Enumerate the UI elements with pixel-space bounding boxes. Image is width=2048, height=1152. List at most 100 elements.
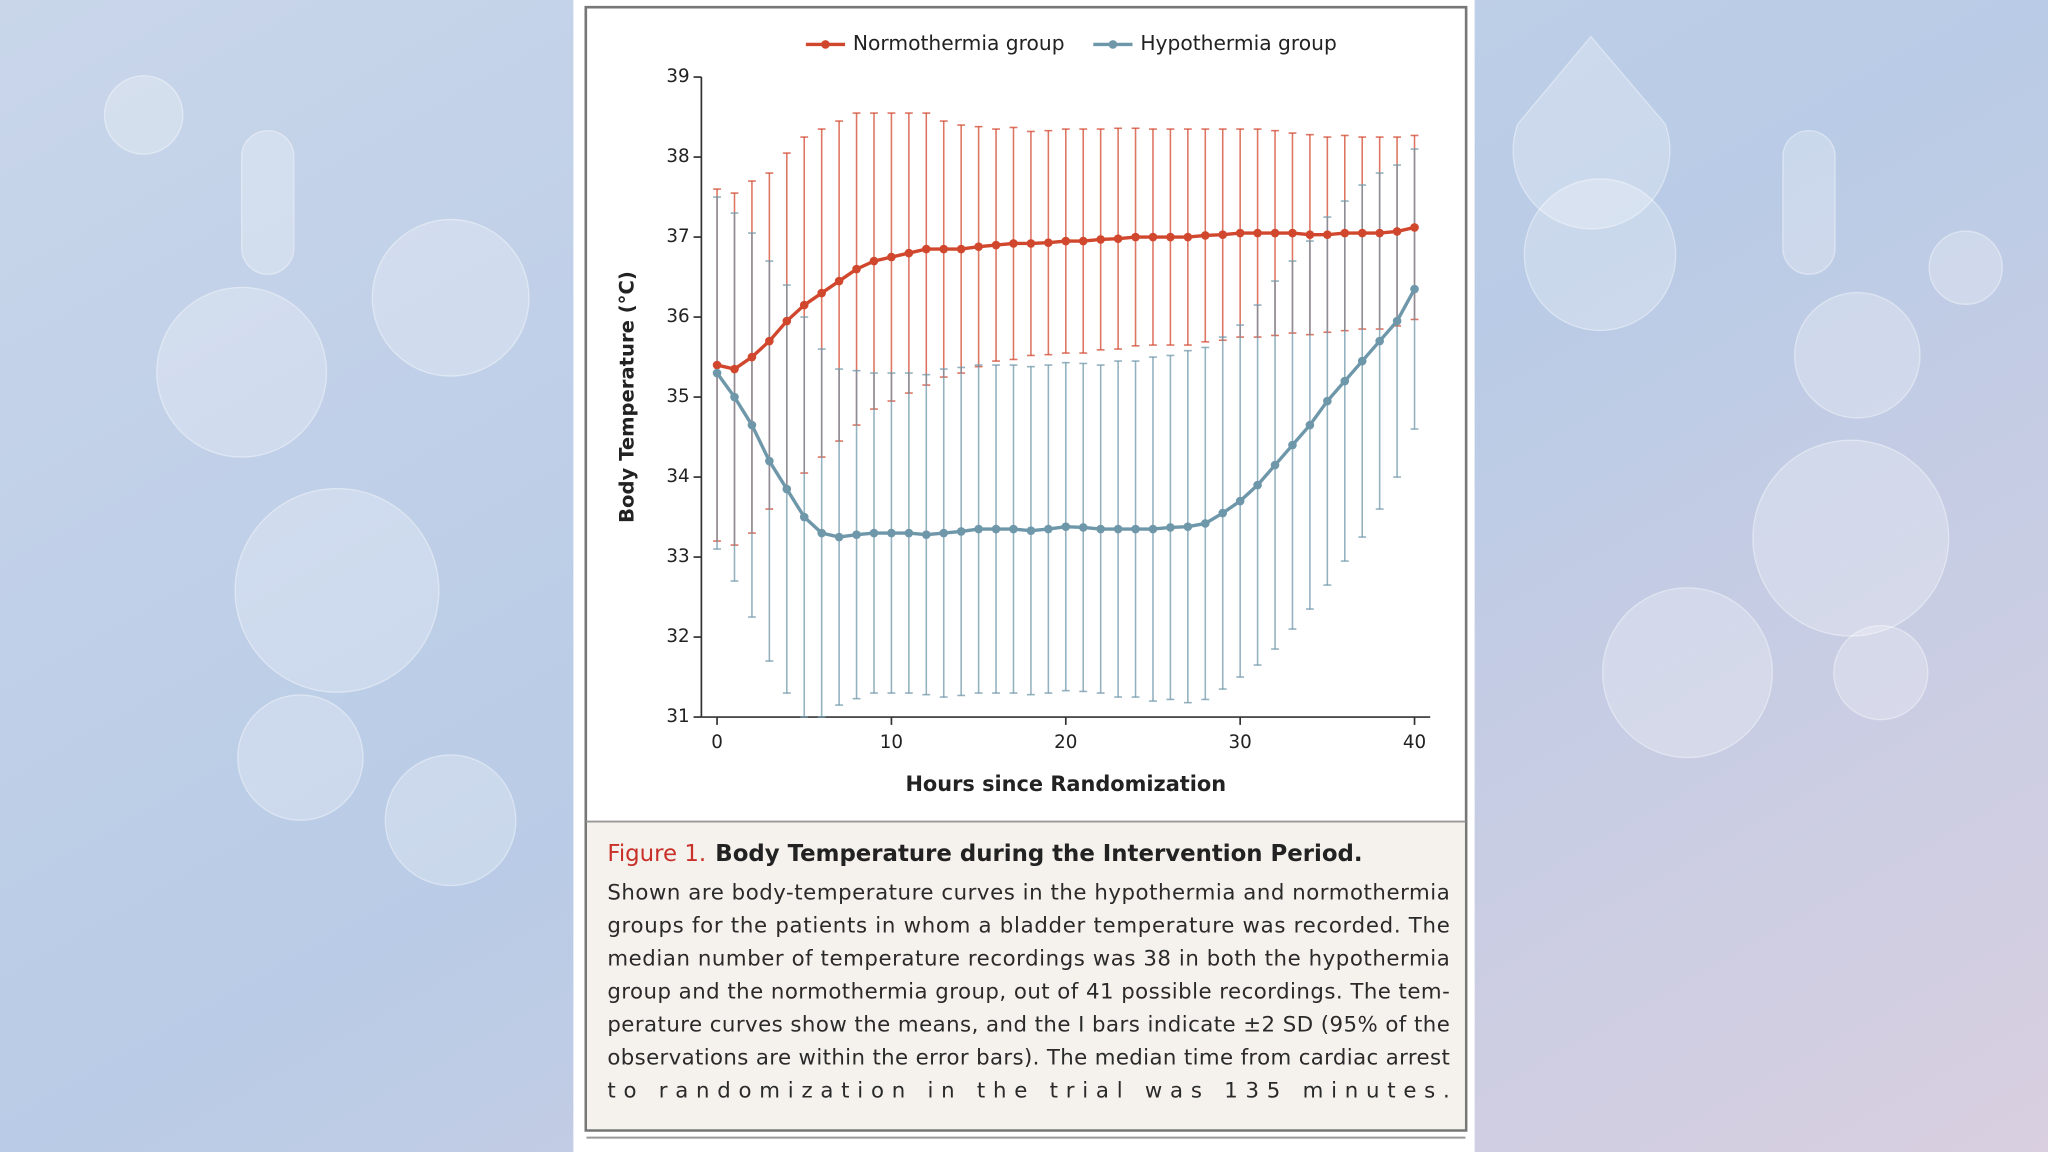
y-tick-label: 36 bbox=[666, 306, 689, 327]
point bbox=[1044, 238, 1053, 247]
point bbox=[974, 242, 983, 251]
point bbox=[1200, 519, 1210, 528]
point bbox=[782, 316, 792, 326]
point bbox=[1061, 236, 1071, 246]
point bbox=[747, 352, 757, 362]
y-axis-label: Body Temperature (°C) bbox=[616, 271, 639, 523]
caption-heading: Figure 1. Body Temperature during the Int… bbox=[607, 841, 1362, 867]
point bbox=[1096, 235, 1105, 244]
point bbox=[765, 336, 774, 346]
point bbox=[1044, 524, 1053, 534]
decorations bbox=[103, 35, 2003, 887]
point bbox=[1392, 316, 1402, 326]
point bbox=[1078, 523, 1088, 532]
point bbox=[939, 244, 949, 254]
point bbox=[1410, 223, 1419, 232]
point bbox=[956, 527, 966, 536]
point bbox=[1392, 227, 1402, 236]
point bbox=[1235, 496, 1245, 506]
point bbox=[991, 524, 1001, 534]
point bbox=[1410, 284, 1419, 294]
point bbox=[1218, 508, 1228, 518]
point bbox=[1270, 228, 1280, 238]
point bbox=[747, 420, 757, 430]
caption-box bbox=[587, 821, 1465, 1130]
point bbox=[1078, 236, 1088, 246]
point bbox=[834, 532, 844, 542]
point bbox=[887, 252, 896, 262]
point bbox=[1288, 228, 1297, 238]
point bbox=[1148, 524, 1158, 534]
point bbox=[1131, 232, 1140, 242]
legend-marker bbox=[1108, 40, 1118, 49]
x-axis-label: Hours since Randomization bbox=[905, 772, 1226, 796]
point bbox=[782, 484, 792, 494]
point bbox=[1357, 356, 1367, 366]
point bbox=[887, 528, 896, 538]
point bbox=[799, 512, 809, 522]
point bbox=[1340, 376, 1350, 386]
x-tick-label: 30 bbox=[1229, 732, 1252, 753]
point bbox=[1340, 228, 1350, 238]
point bbox=[1183, 232, 1193, 242]
legend-label: Hypothermia group bbox=[1140, 31, 1337, 55]
point bbox=[921, 244, 931, 254]
point bbox=[730, 364, 739, 374]
y-tick-label: 37 bbox=[666, 226, 689, 247]
point bbox=[1113, 524, 1123, 534]
legend-label: Normothermia group bbox=[853, 31, 1065, 55]
plot: 31 32 33 34 35 36 37 38 39 0 10 20 30 40 Normothermia … bbox=[666, 31, 1431, 753]
point bbox=[1113, 234, 1123, 243]
point bbox=[1305, 230, 1315, 239]
point bbox=[1323, 230, 1332, 239]
y-tick-label: 31 bbox=[666, 706, 689, 727]
point bbox=[1009, 524, 1018, 534]
point bbox=[1375, 336, 1384, 346]
point bbox=[1166, 523, 1175, 532]
x-tick-label: 20 bbox=[1054, 732, 1077, 753]
caption-body: Shown are body-temperature curves in the… bbox=[607, 880, 1449, 1103]
point bbox=[1253, 480, 1262, 490]
point bbox=[1288, 440, 1297, 450]
point bbox=[712, 360, 722, 370]
point bbox=[1305, 420, 1315, 430]
point bbox=[852, 264, 861, 274]
point bbox=[1357, 228, 1367, 238]
point bbox=[921, 530, 931, 539]
point bbox=[904, 528, 914, 538]
caption-line: group and the normothermia group, out of… bbox=[607, 980, 1449, 1005]
point bbox=[1026, 526, 1036, 535]
point bbox=[1375, 228, 1384, 238]
point bbox=[1253, 228, 1262, 238]
legend-marker bbox=[821, 40, 830, 49]
point bbox=[834, 276, 844, 286]
point bbox=[869, 256, 879, 266]
point bbox=[1096, 524, 1105, 534]
point bbox=[765, 456, 774, 466]
point bbox=[1061, 522, 1071, 531]
y-tick-label: 34 bbox=[666, 466, 689, 487]
point bbox=[904, 248, 914, 258]
x-tick-label: 0 bbox=[711, 732, 723, 753]
figure-frame bbox=[584, 5, 1468, 1132]
point bbox=[730, 392, 739, 402]
point bbox=[869, 528, 879, 538]
point bbox=[799, 300, 809, 310]
point bbox=[1131, 524, 1140, 534]
point bbox=[1026, 239, 1036, 248]
x-tick-label: 40 bbox=[1403, 732, 1426, 753]
point bbox=[1235, 228, 1245, 238]
point bbox=[1200, 231, 1210, 240]
point bbox=[852, 530, 861, 539]
y-tick-label: 38 bbox=[666, 146, 689, 167]
point bbox=[1270, 460, 1280, 470]
point bbox=[817, 528, 826, 538]
y-tick-label: 32 bbox=[666, 626, 689, 647]
figure-title: Body Temperature during the Intervention… bbox=[715, 841, 1362, 867]
point bbox=[1183, 522, 1193, 531]
point bbox=[1009, 239, 1018, 248]
y-tick-label: 33 bbox=[666, 546, 689, 567]
x-tick-label: 10 bbox=[880, 732, 903, 753]
point bbox=[712, 368, 722, 378]
